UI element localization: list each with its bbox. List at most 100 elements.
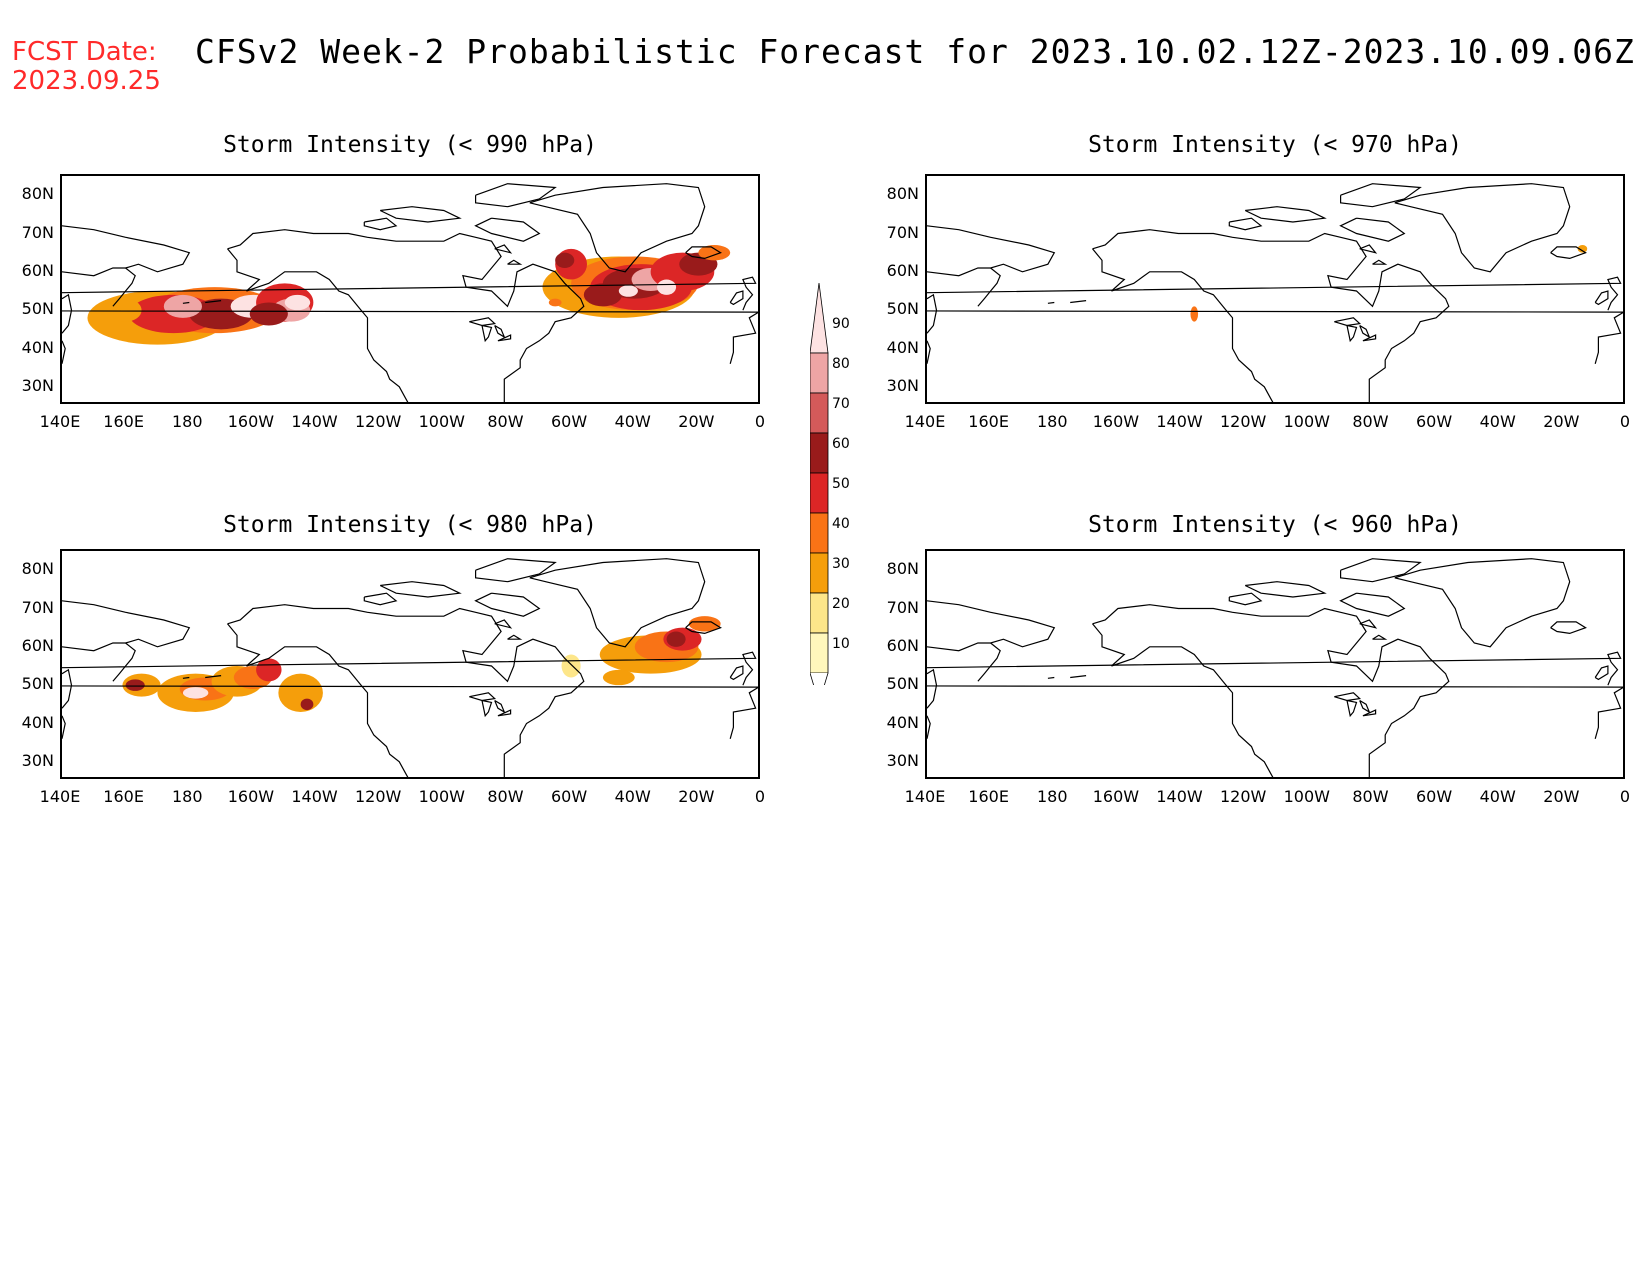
lon-tick-label: 40W (614, 787, 651, 806)
coastline (474, 217, 541, 242)
coastline (62, 668, 73, 709)
coastline (1362, 334, 1377, 342)
map-canvas (62, 558, 758, 777)
coastline (494, 324, 506, 339)
colorbar-tick-label: 40 (832, 516, 850, 532)
lon-tick-label: 20W (678, 787, 715, 806)
coastline (927, 310, 1623, 364)
map-panel-960 (925, 549, 1625, 779)
coastline (62, 310, 758, 364)
colorbar-tick-label: 30 (832, 556, 850, 572)
probability-region (583, 283, 623, 307)
lon-tick-label: 60W (550, 412, 588, 431)
coastline (62, 600, 191, 652)
lon-tick-label: 0 (754, 787, 766, 806)
lat-tick-label: 60N (21, 260, 54, 280)
lat-tick-label: 80N (886, 559, 919, 579)
coastline (1339, 592, 1406, 617)
coastline (1340, 183, 1422, 208)
coastline (1346, 324, 1358, 343)
lon-tick-label: 60W (1415, 412, 1453, 431)
coastline (507, 259, 523, 265)
colorbar-tick-label: 10 (832, 636, 850, 652)
coastline (494, 244, 513, 254)
lon-tick-label: 160E (968, 787, 1009, 806)
lon-tick-label: 120W (1219, 787, 1267, 806)
coastline (927, 600, 1056, 652)
probability-region (249, 302, 288, 326)
coastline (977, 267, 1001, 307)
coastline (685, 246, 722, 260)
colorbar-segment (809, 472, 829, 514)
coastline (1372, 634, 1388, 640)
coastline (977, 642, 1001, 682)
lon-tick-label: 140W (1156, 412, 1203, 431)
lon-tick-label: 140W (291, 412, 338, 431)
lon-tick-label: 100W (418, 412, 465, 431)
coastline (927, 651, 1622, 686)
coastline (1047, 301, 1055, 304)
coastline (469, 317, 497, 327)
colorbar-segment (809, 512, 829, 554)
map-canvas (927, 558, 1623, 777)
probability-region (657, 279, 677, 295)
lon-tick-label: 160W (1092, 412, 1140, 431)
coastline (1346, 699, 1358, 718)
lon-tick-label: 160W (227, 412, 275, 431)
coastline (62, 651, 757, 686)
coastline (729, 665, 744, 681)
lat-tick-label: 40N (21, 337, 54, 357)
coastline (1070, 675, 1087, 679)
probability-region (1577, 245, 1588, 253)
coastline (1092, 623, 1274, 777)
lat-tick-label: 40N (886, 337, 919, 357)
lat-tick-label: 60N (21, 635, 54, 655)
coastline (927, 685, 1623, 739)
lon-tick-label: 20W (1543, 787, 1580, 806)
coastline (529, 558, 706, 648)
coastline (1394, 183, 1571, 273)
lat-tick-label: 30N (886, 375, 919, 395)
coastline (927, 293, 938, 334)
colorbar-tick-label: 90 (832, 316, 850, 332)
coastline (62, 225, 191, 277)
coastline (529, 183, 706, 273)
lat-tick-label: 60N (886, 260, 919, 280)
lat-tick-label: 30N (886, 750, 919, 770)
coastline (475, 558, 557, 583)
lon-tick-label: 160E (103, 412, 144, 431)
lon-tick-label: 80W (487, 787, 524, 806)
coastline (227, 623, 409, 777)
coastline (205, 300, 222, 304)
probability-region (163, 294, 202, 318)
coastline (927, 715, 931, 739)
colorbar-segment (809, 352, 829, 394)
colorbar-tick-label: 50 (832, 476, 850, 492)
probability-region (278, 673, 323, 712)
lat-tick-label: 50N (21, 674, 54, 694)
lon-tick-label: 180 (171, 787, 203, 806)
coastline (1340, 558, 1422, 583)
coastline (927, 340, 931, 364)
coastline (62, 276, 757, 311)
coastline (1092, 229, 1450, 402)
lat-tick-label: 70N (21, 597, 54, 617)
lat-tick-label: 80N (21, 184, 54, 204)
lon-tick-label: 20W (1543, 412, 1580, 431)
probability-region (125, 679, 145, 691)
coastline (927, 668, 938, 709)
lat-tick-label: 50N (21, 299, 54, 319)
lon-tick-label: 180 (171, 412, 203, 431)
probability-region (602, 669, 635, 686)
coastline (1550, 246, 1587, 260)
colorbar-tick-label: 80 (832, 356, 850, 372)
lat-tick-label: 50N (886, 674, 919, 694)
coastline (227, 604, 585, 777)
coastline (494, 699, 506, 714)
lon-tick-label: 60W (550, 787, 588, 806)
lon-tick-label: 0 (1619, 412, 1631, 431)
coastline (1228, 592, 1263, 606)
colorbar-segment (809, 552, 829, 594)
coastline (363, 592, 398, 606)
map-panel-990 (60, 174, 760, 404)
